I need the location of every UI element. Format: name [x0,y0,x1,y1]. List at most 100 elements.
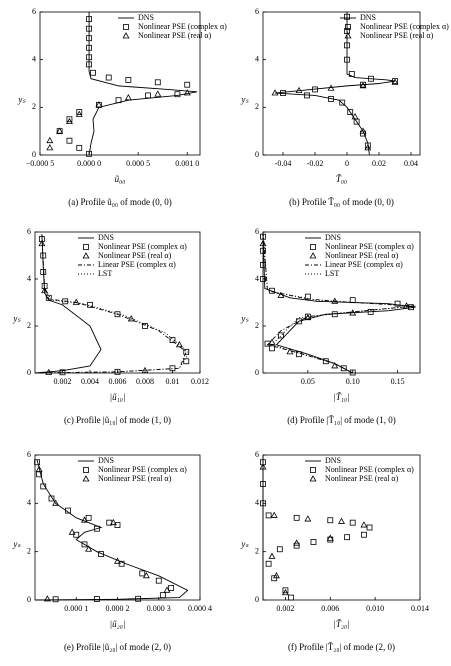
x-tick-label: 0.000 2 [106,604,130,613]
x-tick-label: 0.05 [301,377,315,386]
square-marker [394,300,401,307]
x-tick-label: 0.004 [81,377,99,386]
square-marker [304,293,311,300]
square-marker [368,75,374,82]
legend-label: LST [98,269,112,278]
triangle-marker [327,84,335,91]
square-marker [86,61,92,68]
caption: (d) Profile |T̃₁₀| of mode (1, 0) [287,415,396,425]
x-axis-label: |T̃₁₀| [333,392,349,402]
y-tick-label: 2 [255,546,259,555]
legend-marker [83,467,89,473]
triangle-marker [68,528,76,535]
triangle-marker [127,315,135,322]
triangle-marker [38,239,46,247]
square-marker [327,517,334,524]
legend-label: Nonlinear PSE (complex α) [325,465,414,474]
triangle-marker [338,517,345,524]
profile-line [34,234,190,374]
y-tick-label: 4 [27,498,31,507]
plot-frame [262,11,421,156]
square-marker [87,301,93,308]
square-marker [139,570,146,577]
x-tick-label: -0.02 [307,159,324,168]
caption: (c) Profile |ũ₁₀| of mode (1, 0) [64,415,171,425]
legend-label: Nonlinear PSE (complex α) [325,242,414,251]
triangle-marker [271,89,279,96]
triangle-marker [293,539,301,546]
triangle-marker [326,534,334,541]
square-marker [344,56,350,63]
triangle-marker [56,127,64,134]
legend-marker [122,32,130,39]
square-marker [340,365,347,372]
square-marker [118,560,125,567]
triangle-marker [46,144,54,151]
x-tick-label: 0.10 [346,377,360,386]
triangle-marker [349,309,357,316]
square-marker [66,137,73,144]
y-tick-label: 2 [32,102,36,111]
legend-label: Nonlinear PSE (complex α) [98,465,187,474]
square-marker [174,91,181,98]
triangle-marker [95,101,103,108]
legend-label: Nonlinear PSE (complex α) [360,22,449,31]
triangle-marker [359,82,367,89]
y-tick-label: 2 [27,321,31,330]
square-marker [183,348,190,355]
triangle-marker [154,90,162,97]
triangle-marker [360,521,368,528]
square-marker [135,595,142,602]
caption: (b) Profile T̃₀₀ of mode (0, 0) [289,197,394,207]
square-marker [347,109,354,115]
square-marker [90,69,96,76]
square-marker [328,96,334,102]
square-marker [76,144,83,151]
triangle-marker [391,78,399,85]
triangle-marker [304,313,312,321]
y-tick-label: 2 [27,546,31,555]
square-marker [93,596,100,602]
square-marker [45,294,52,301]
caption: (a) Profile ũ₀₀ of mode (0, 0) [68,197,172,207]
triangle-marker [43,595,51,602]
square-marker [114,311,121,318]
triangle-marker [142,572,150,579]
x-tick-label: 0.008 [136,377,154,386]
caption: (e) Profile |ũ₂₀| of mode (2, 0) [64,642,171,652]
y-tick-label: 6 [27,227,31,236]
x-tick-label: 0.002 [54,377,72,386]
square-marker [344,42,350,49]
y-tick-label: 6 [255,227,259,236]
square-marker [260,247,266,254]
triangle-marker [175,340,183,348]
y-tick-label: 6 [255,450,259,459]
square-marker [295,318,302,325]
y-tick-label: 4 [255,498,259,507]
square-marker [265,512,272,519]
y-axis-label: yₛ [240,539,249,549]
square-marker [349,297,356,304]
square-marker [40,269,47,275]
legend-label: Nonlinear PSE (real α) [325,251,399,260]
y-axis-label: yₛ [12,539,21,549]
triangle-marker [259,239,267,247]
square-marker [76,109,83,115]
y-tick-label: 6 [255,7,259,16]
square-marker [85,514,92,521]
square-marker [86,35,92,42]
triangle-marker [81,516,88,523]
square-marker [339,99,346,106]
square-marker [52,596,59,603]
triangle-marker [75,110,83,117]
triangle-marker [109,518,117,526]
square-marker [115,97,122,104]
x-axis-label: T̃₀₀ [336,174,347,184]
square-marker [280,90,286,96]
square-marker [48,495,55,502]
triangle-marker [65,117,73,125]
triangle-marker [268,552,276,559]
square-marker [366,524,373,531]
legend-marker [82,252,90,259]
